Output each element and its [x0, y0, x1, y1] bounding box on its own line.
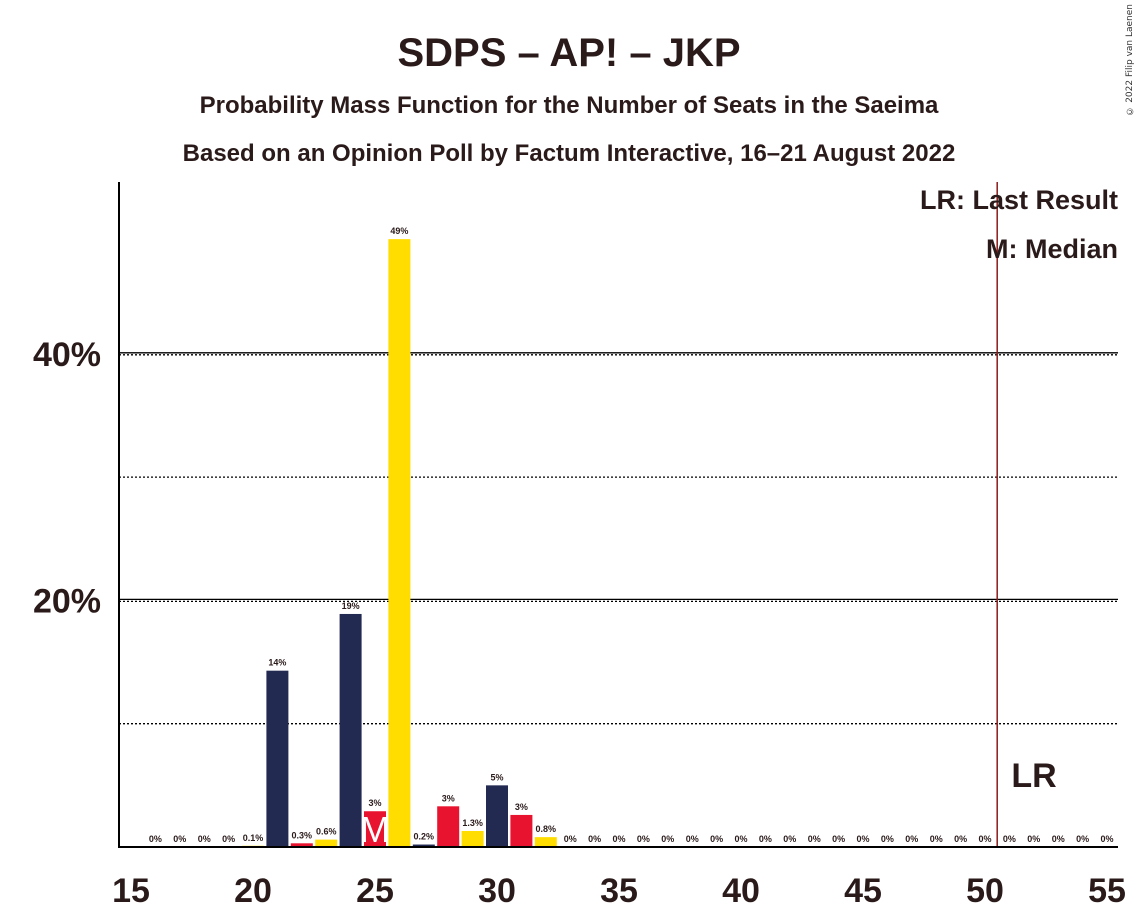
bar-label: 0%: [149, 834, 162, 844]
last-result-marker: LR: [1011, 757, 1056, 795]
legend-last-result: LR: Last Result: [920, 185, 1118, 215]
bar-seats-29: [461, 830, 484, 847]
bar-label: 5%: [490, 772, 503, 782]
bar-seats-24: [339, 613, 362, 847]
chart-subtitle-2: Based on an Opinion Poll by Factum Inter…: [183, 140, 956, 167]
bar-label: 0%: [905, 834, 918, 844]
bar-label: 0%: [588, 834, 601, 844]
bars: [242, 239, 557, 848]
copyright-notice: © 2022 Filip van Laenen: [1125, 4, 1135, 116]
bar-label: 0%: [612, 834, 625, 844]
x-tick-label: 25: [356, 872, 394, 910]
bar-label: 0%: [686, 834, 699, 844]
bar-label: 0.8%: [536, 824, 557, 834]
bar-seats-21: [266, 670, 289, 847]
bar-seats-32: [534, 837, 557, 847]
x-tick-label: 35: [600, 872, 638, 910]
median-marker: M: [360, 809, 390, 850]
bar-seats-25: [364, 811, 386, 847]
bar-label: 0%: [1100, 834, 1113, 844]
x-tick-label: 30: [478, 872, 516, 910]
x-tick-label: 20: [234, 872, 272, 910]
bar-label: 3%: [515, 802, 528, 812]
x-tick-label: 40: [722, 872, 760, 910]
bar-label: 0%: [734, 834, 747, 844]
bar-label: 0%: [978, 834, 991, 844]
bar-seats-30: [486, 785, 508, 847]
bar-label: 0.1%: [243, 833, 264, 843]
bar-seats-28: [437, 806, 460, 847]
bar-label: 0%: [710, 834, 723, 844]
bar-label: 0%: [564, 834, 577, 844]
bar-label: 0%: [808, 834, 821, 844]
bar-label: 3%: [368, 798, 381, 808]
x-tick-label: 55: [1088, 872, 1126, 910]
bar-label: 0%: [198, 834, 211, 844]
bar-label: 0%: [173, 834, 186, 844]
y-tick-label: 20%: [33, 582, 101, 620]
grid-lines: [119, 182, 1118, 847]
bar-label: 0%: [1076, 834, 1089, 844]
bar-label: 3%: [442, 793, 455, 803]
bar-label: 0.3%: [292, 830, 313, 840]
x-tick-label: 45: [844, 872, 882, 910]
bar-label: 0%: [661, 834, 674, 844]
bar-label: 0%: [783, 834, 796, 844]
bar-seats-23: [315, 839, 338, 847]
bar-seats-22: [290, 843, 313, 847]
bar-label: 1.3%: [462, 818, 483, 828]
bar-seats-26: [388, 239, 411, 848]
bar-label: 0%: [637, 834, 650, 844]
bar-seats-31: [510, 814, 533, 847]
bar-label: 0%: [1052, 834, 1065, 844]
bar-label: 0%: [954, 834, 967, 844]
x-tick-label: 15: [112, 872, 150, 910]
bar-label: 0%: [930, 834, 943, 844]
bar-label: 0%: [759, 834, 772, 844]
bar-label: 0%: [856, 834, 869, 844]
bar-label: 0.6%: [316, 827, 337, 837]
x-tick-label: 50: [966, 872, 1004, 910]
bar-labels: 0% 0% 0% 0% 0.1% 14% 0.3% 0.6% 19% 3% 49% 0.2% 3% 1.3…: [149, 226, 1114, 850]
chart-title: SDPS – AP! – JKP: [397, 31, 740, 75]
bar-label: 49%: [390, 226, 408, 236]
bar-label: 0%: [1003, 834, 1016, 844]
bar-seats-27: [412, 844, 435, 847]
bar-label: 0%: [1027, 834, 1040, 844]
bar-label: 19%: [342, 601, 360, 611]
legend-median: M: Median: [986, 234, 1118, 264]
bar-label: 0%: [222, 834, 235, 844]
bar-label: 0.2%: [414, 832, 435, 842]
bar-label: 0%: [881, 834, 894, 844]
chart-subtitle-1: Probability Mass Function for the Number…: [200, 92, 939, 119]
bar-label: 0%: [832, 834, 845, 844]
bar-label: 14%: [268, 658, 286, 668]
axes: 15 20 25 30 35 40 45 50 55 20% 40%: [33, 182, 1126, 910]
y-tick-label: 40%: [33, 336, 101, 374]
